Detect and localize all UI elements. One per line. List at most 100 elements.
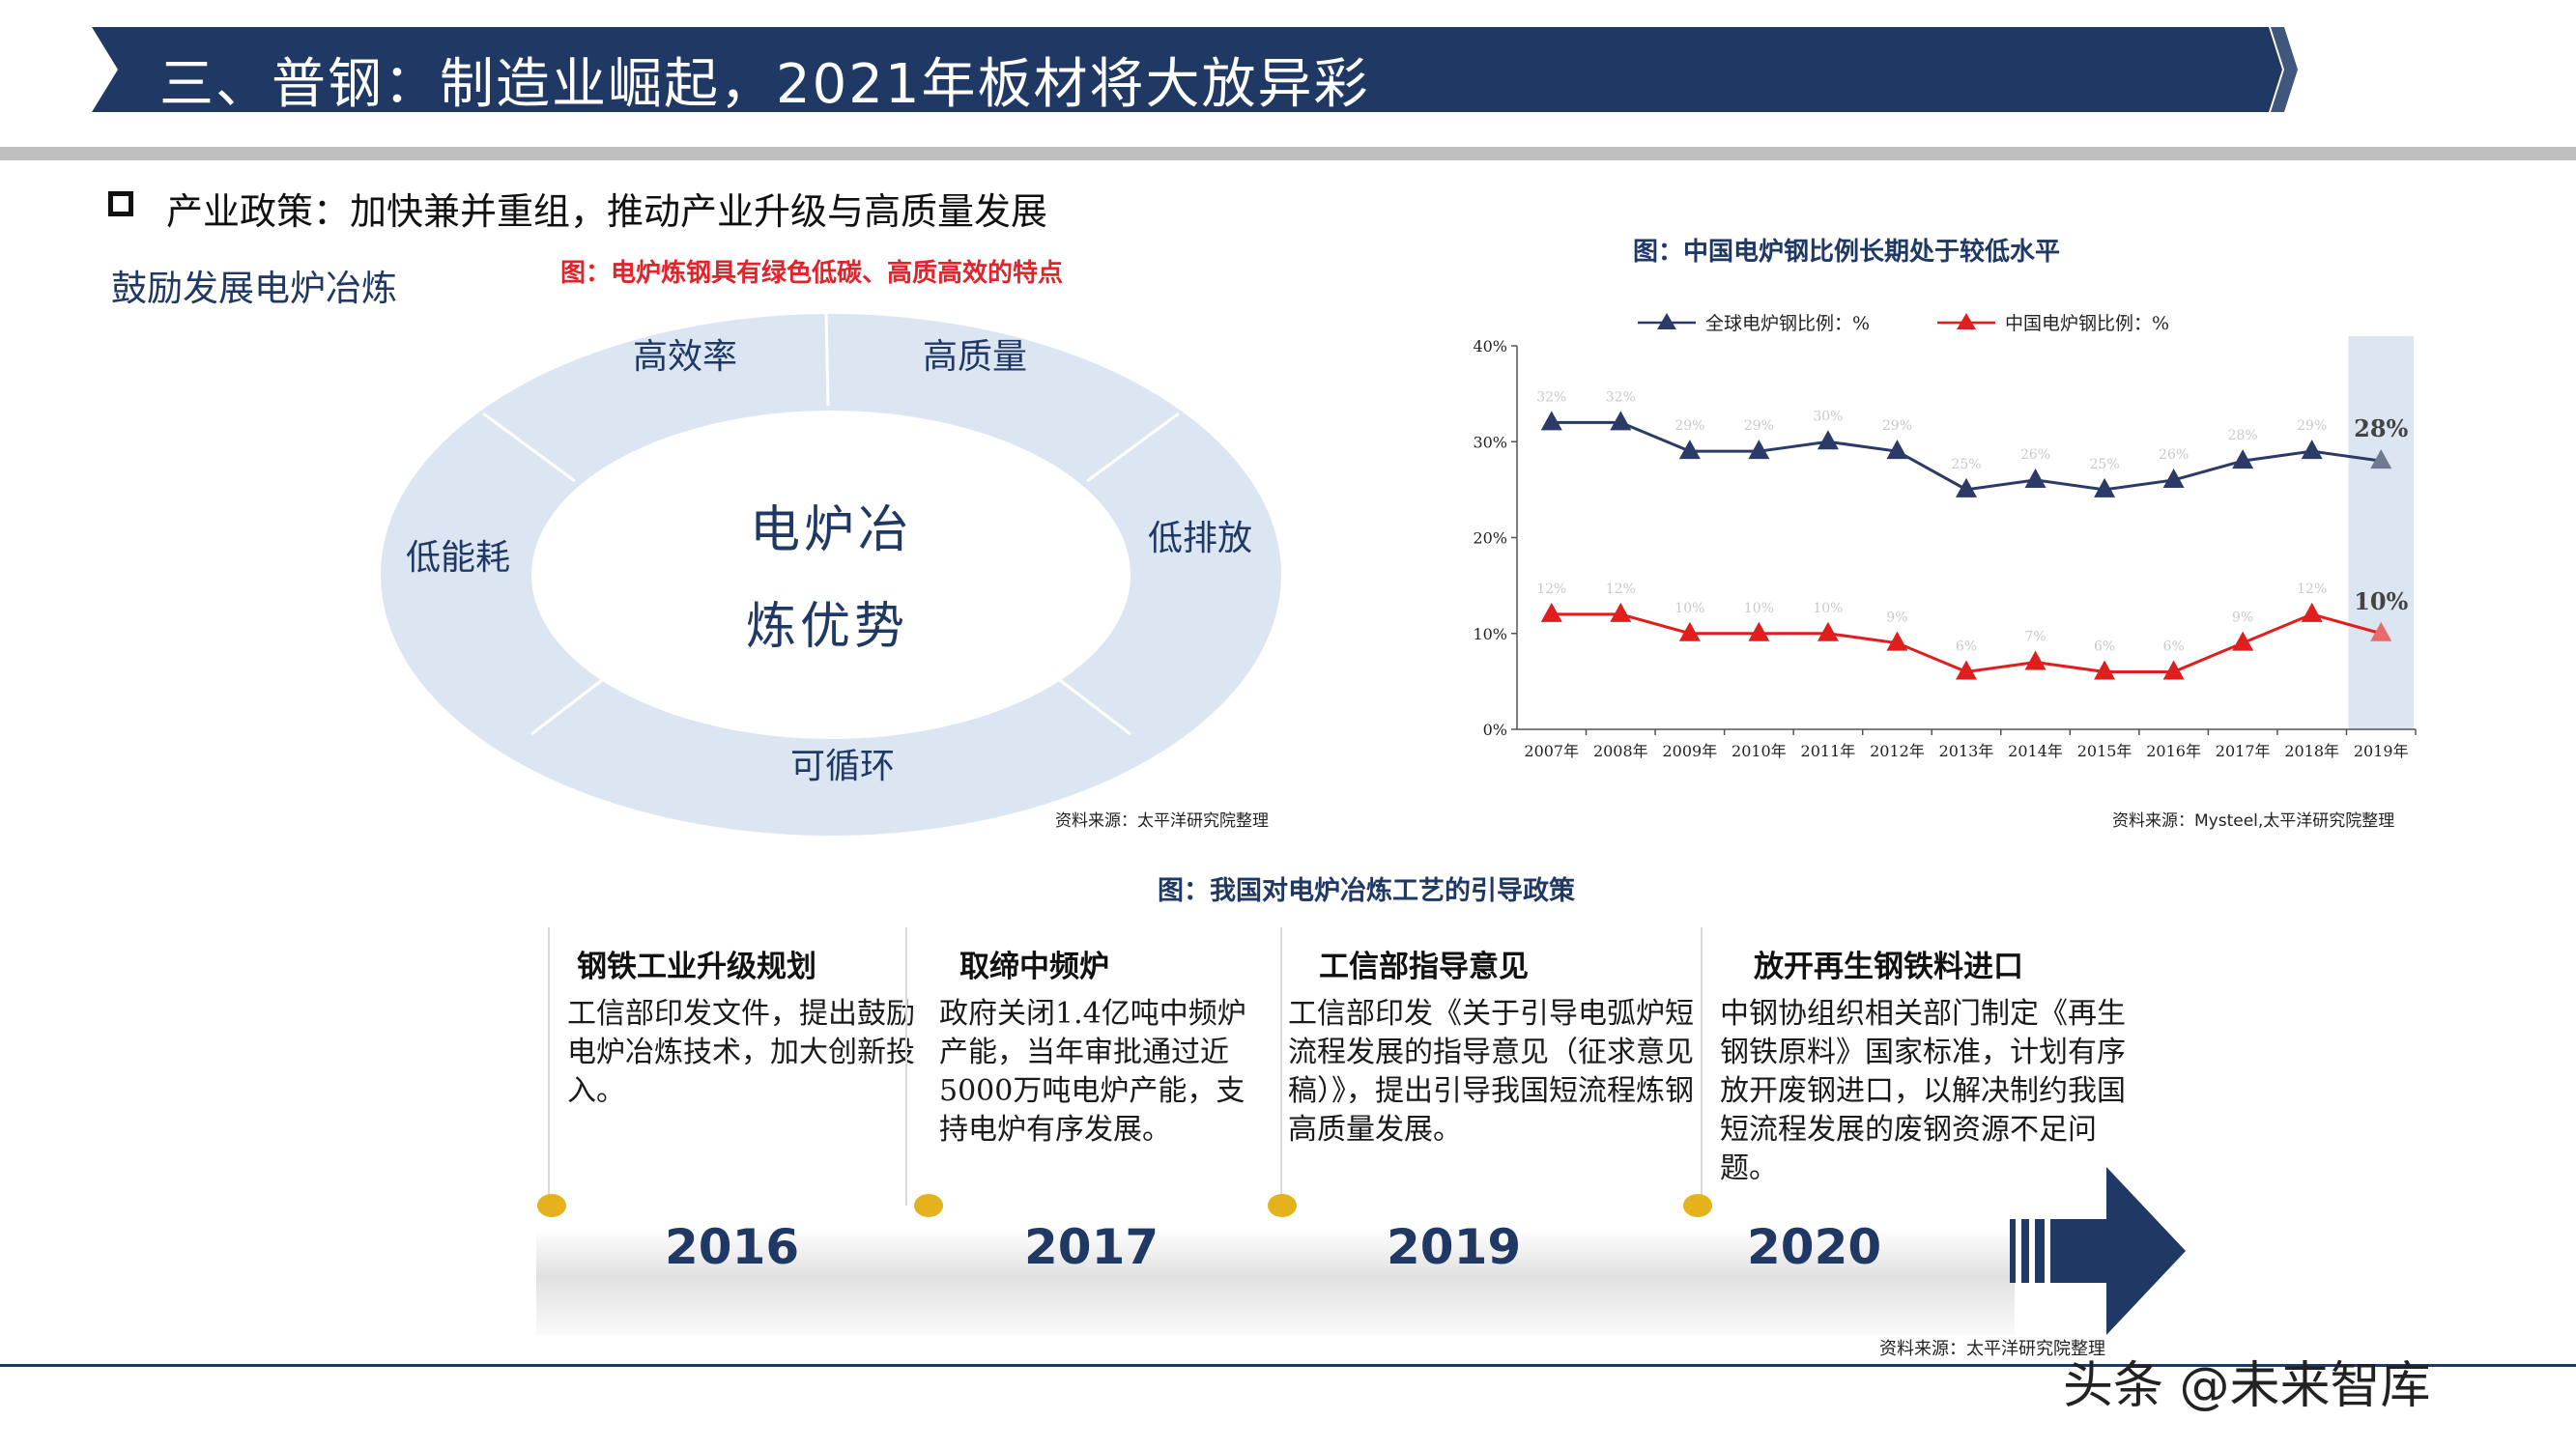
x-tick-label: 2008年 bbox=[1593, 742, 1648, 760]
data-label: 32% bbox=[1536, 389, 1566, 405]
data-label: 9% bbox=[1886, 611, 1907, 626]
eaf-ratio-line-chart: 0% 10% 20% 30% 40% 2007年 2008年 2009年 2010年 2011年 2… bbox=[1473, 313, 2417, 760]
legend-label: 全球电炉钢比例：% bbox=[1705, 313, 1870, 334]
timeline-event-title: 钢铁工业升级规划 bbox=[577, 950, 816, 984]
data-label: 10% bbox=[1813, 601, 1843, 616]
data-point bbox=[1610, 602, 1632, 622]
y-tick-label: 20% bbox=[1473, 529, 1507, 548]
data-point bbox=[2162, 468, 2185, 488]
x-tick-label: 2014年 bbox=[2008, 742, 2063, 760]
highlight-column bbox=[2348, 336, 2414, 729]
data-label: 12% bbox=[1606, 582, 1636, 597]
data-point bbox=[2094, 477, 2116, 497]
data-point bbox=[1817, 621, 1839, 641]
timeline-dot-icon bbox=[914, 1194, 943, 1217]
data-label: 6% bbox=[2094, 639, 2115, 654]
x-tick-label: 2010年 bbox=[1732, 742, 1787, 760]
data-point bbox=[1540, 411, 1562, 431]
x-tick-label: 2011年 bbox=[1801, 742, 1856, 760]
data-label: 29% bbox=[1744, 418, 1774, 434]
ring-label-recyclable: 可循环 bbox=[790, 747, 896, 786]
x-tick-label: 2018年 bbox=[2284, 742, 2339, 760]
legend-marker-icon bbox=[1957, 313, 1976, 329]
data-label: 26% bbox=[2020, 447, 2050, 463]
timeline-divider bbox=[905, 927, 907, 1206]
left-panel-heading: 鼓励发展电炉冶炼 bbox=[111, 268, 397, 309]
x-tick-label: 2007年 bbox=[1524, 742, 1579, 760]
data-label: 25% bbox=[1951, 457, 1981, 472]
left-source-note: 资料来源：太平洋研究院整理 bbox=[1055, 811, 1269, 831]
timeline-source-note: 资料来源：太平洋研究院整理 bbox=[1879, 1339, 2105, 1359]
timeline-caption: 图：我国对电炉冶炼工艺的引导政策 bbox=[1158, 876, 1575, 906]
timeline-event-text: 中钢协组织相关部门制定《再生钢铁原料》国家标准，计划有序放开废钢进口，以解决制约… bbox=[1720, 997, 2126, 1185]
timeline-arrow-icon bbox=[2010, 1167, 2186, 1335]
timeline-divider bbox=[1280, 927, 1282, 1206]
timeline-year: 2017 bbox=[1024, 1219, 1159, 1275]
y-tick-label: 0% bbox=[1483, 721, 1507, 739]
data-label: 6% bbox=[1956, 639, 1977, 654]
data-point bbox=[2024, 650, 2046, 670]
data-label: 25% bbox=[2090, 457, 2120, 472]
timeline-dot-icon bbox=[1268, 1194, 1297, 1217]
x-tick-label: 2013年 bbox=[1939, 742, 1994, 760]
bullet-square-icon bbox=[108, 191, 133, 216]
y-tick-label: 10% bbox=[1473, 625, 1507, 643]
data-label-highlight: 28% bbox=[2354, 414, 2408, 442]
data-point bbox=[2232, 449, 2254, 469]
timeline-event-text: 工信部印发《关于引导电弧炉短流程发展的指导意见（征求意见稿）》，提出引导我国短流… bbox=[1288, 997, 1694, 1147]
timeline-year: 2020 bbox=[1747, 1219, 1882, 1275]
ring-label-low-energy: 低能耗 bbox=[406, 538, 511, 578]
data-point bbox=[1886, 631, 1908, 651]
data-label: 29% bbox=[2297, 418, 2327, 434]
data-label-highlight: 10% bbox=[2354, 587, 2408, 615]
data-point bbox=[2301, 440, 2323, 460]
ring-label-high-efficiency: 高效率 bbox=[633, 337, 738, 377]
data-label: 28% bbox=[2228, 428, 2258, 443]
data-label: 9% bbox=[2232, 611, 2253, 626]
timeline-band bbox=[536, 1229, 2015, 1335]
data-label: 7% bbox=[2024, 630, 2046, 645]
data-point bbox=[1678, 621, 1701, 641]
ring-band bbox=[381, 314, 1281, 836]
header-banner bbox=[92, 27, 2298, 112]
data-point bbox=[1956, 477, 1977, 497]
data-label: 26% bbox=[2159, 447, 2189, 463]
data-point bbox=[2370, 449, 2392, 469]
page-title: 三、普钢：制造业崛起，2021年板材将大放异彩 bbox=[159, 53, 1370, 116]
watermark: 头条 @未来智库 bbox=[2063, 1357, 2431, 1415]
ring-label-high-quality: 高质量 bbox=[923, 337, 1028, 377]
data-point bbox=[1678, 440, 1701, 460]
data-label: 29% bbox=[1882, 418, 1912, 434]
timeline-dot-icon bbox=[537, 1194, 566, 1217]
left-figure-caption: 图：电炉炼钢具有绿色低碳、高质高效的特点 bbox=[560, 259, 1064, 288]
data-point bbox=[1956, 660, 1977, 680]
data-point bbox=[1748, 621, 1770, 641]
right-source-note: 资料来源：Mysteel,太平洋研究院整理 bbox=[2112, 811, 2395, 831]
y-tick-label: 30% bbox=[1473, 433, 1507, 451]
data-label: 12% bbox=[2297, 582, 2327, 597]
data-label: 6% bbox=[2163, 639, 2185, 654]
data-point bbox=[1886, 440, 1908, 460]
y-tick-label: 40% bbox=[1473, 337, 1507, 355]
data-point bbox=[2094, 660, 2116, 680]
data-point bbox=[1817, 430, 1839, 450]
data-label: 10% bbox=[1744, 601, 1774, 616]
data-point bbox=[2024, 468, 2046, 488]
data-point bbox=[1540, 602, 1562, 622]
advantage-ring-diagram bbox=[381, 312, 1281, 836]
legend-marker-icon bbox=[1657, 313, 1676, 329]
data-label: 12% bbox=[1536, 582, 1566, 597]
timeline-event-title: 取缔中频炉 bbox=[959, 950, 1109, 984]
data-label: 29% bbox=[1674, 418, 1704, 434]
timeline-event-title: 放开再生钢铁料进口 bbox=[1754, 950, 2023, 984]
timeline-divider bbox=[1701, 927, 1703, 1206]
legend-label: 中国电炉钢比例：% bbox=[2005, 313, 2169, 334]
timeline-year: 2019 bbox=[1387, 1219, 1522, 1275]
timeline-year: 2016 bbox=[665, 1219, 800, 1275]
x-tick-label: 2015年 bbox=[2077, 742, 2132, 760]
right-figure-caption: 图：中国电炉钢比例长期处于较低水平 bbox=[1633, 238, 2061, 267]
timeline-dot-icon bbox=[1683, 1194, 1712, 1217]
ring-label-low-emission: 低排放 bbox=[1148, 519, 1253, 558]
data-label: 10% bbox=[1674, 601, 1704, 616]
section-subtitle: 产业政策：加快兼并重组，推动产业升级与高质量发展 bbox=[166, 190, 1048, 233]
